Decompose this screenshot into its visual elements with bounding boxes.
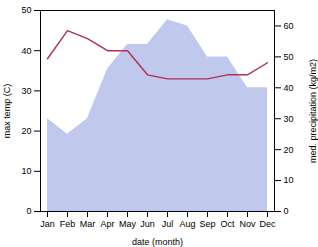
svg-text:0: 0 bbox=[26, 206, 31, 216]
svg-text:0: 0 bbox=[284, 206, 289, 216]
svg-text:Mar: Mar bbox=[80, 219, 96, 229]
svg-text:30: 30 bbox=[21, 86, 31, 96]
svg-text:May: May bbox=[119, 219, 137, 229]
svg-text:20: 20 bbox=[21, 126, 31, 136]
svg-text:Oct: Oct bbox=[220, 219, 235, 229]
svg-text:med. precipitation (kg/m2): med. precipitation (kg/m2) bbox=[308, 59, 318, 163]
svg-text:20: 20 bbox=[284, 145, 294, 155]
svg-text:50: 50 bbox=[21, 5, 31, 15]
svg-text:Dec: Dec bbox=[259, 219, 276, 229]
svg-text:Apr: Apr bbox=[100, 219, 114, 229]
svg-text:10: 10 bbox=[21, 166, 31, 176]
svg-text:max temp (C): max temp (C) bbox=[2, 84, 12, 139]
svg-text:Sep: Sep bbox=[199, 219, 215, 229]
svg-text:Nov: Nov bbox=[239, 219, 256, 229]
svg-text:Aug: Aug bbox=[179, 219, 195, 229]
svg-text:40: 40 bbox=[284, 83, 294, 93]
svg-text:60: 60 bbox=[284, 21, 294, 31]
svg-text:Feb: Feb bbox=[60, 219, 76, 229]
svg-text:Jun: Jun bbox=[140, 219, 155, 229]
svg-text:10: 10 bbox=[284, 175, 294, 185]
svg-text:Jan: Jan bbox=[40, 219, 55, 229]
svg-text:date (month): date (month) bbox=[132, 237, 183, 247]
svg-text:30: 30 bbox=[284, 114, 294, 124]
svg-text:40: 40 bbox=[21, 46, 31, 56]
svg-text:Jul: Jul bbox=[162, 219, 174, 229]
svg-text:50: 50 bbox=[284, 52, 294, 62]
